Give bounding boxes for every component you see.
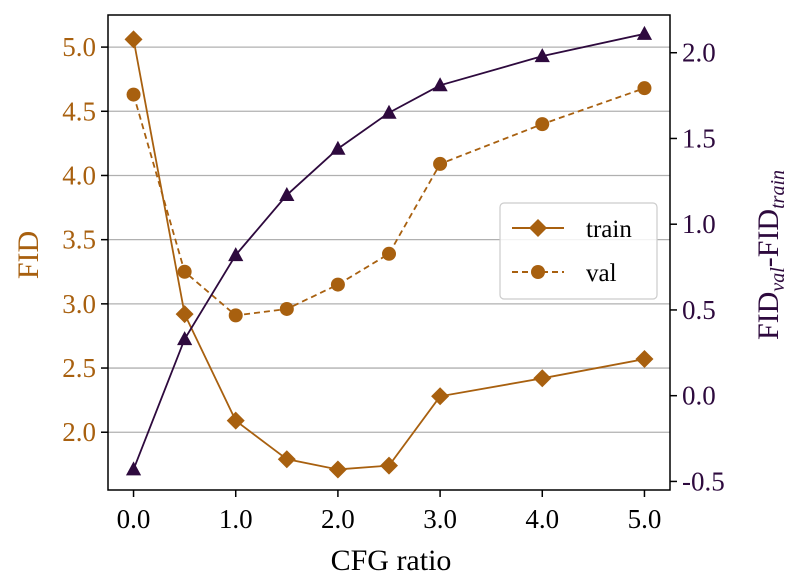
left-tick-label: 4.5 <box>62 96 96 126</box>
right-tick-label: 2.0 <box>682 38 716 68</box>
legend-marker-train <box>529 219 547 237</box>
series-layer <box>124 25 654 479</box>
data-point-difference <box>432 77 448 92</box>
left-tick-label: 3.5 <box>62 225 96 255</box>
right-tick-label: 1.5 <box>682 123 716 153</box>
data-point-difference <box>177 331 193 346</box>
data-point-val <box>228 308 243 323</box>
data-point-train <box>226 411 245 430</box>
right-label-main: FID <box>752 292 785 340</box>
left-tick-label: 4.0 <box>62 160 96 190</box>
left-tick-label: 5.0 <box>62 32 96 62</box>
right-y-axis-label: FIDval-FIDtrain <box>752 170 789 340</box>
right-label-sub-train: train <box>767 170 789 209</box>
left-tick-label: 2.5 <box>62 353 96 383</box>
plot-frame <box>107 14 671 491</box>
data-point-difference <box>636 25 653 40</box>
left-y-axis-label: FID <box>12 231 45 279</box>
data-point-difference <box>125 461 142 476</box>
legend-label-val: val <box>586 260 617 287</box>
data-point-val <box>177 264 192 279</box>
data-point-train <box>380 456 398 475</box>
data-point-val <box>535 117 550 132</box>
data-point-val <box>330 277 345 292</box>
data-point-train <box>175 305 194 324</box>
right-tick-label: -0.5 <box>682 466 725 496</box>
data-point-difference <box>279 187 295 202</box>
legend-box <box>499 202 658 300</box>
data-point-val <box>382 246 396 261</box>
right-tick-label: 0.5 <box>682 295 716 325</box>
data-point-val <box>433 156 448 171</box>
right-tick-label: 0.0 <box>682 381 716 411</box>
data-point-train <box>277 450 296 469</box>
legend: train val <box>499 202 658 300</box>
data-point-train <box>124 30 143 49</box>
data-point-val <box>279 301 294 316</box>
data-point-difference <box>228 247 244 262</box>
data-point-train <box>328 460 347 479</box>
data-point-difference <box>381 104 397 119</box>
data-point-difference <box>534 48 550 63</box>
axes: 2.0 2.5 3.0 3.5 4.0 4.5 5.0 -0.5 0.0 0.5 1.0 1.5 2.0… <box>62 32 725 534</box>
left-tick-label: 3.0 <box>62 289 96 319</box>
data-point-difference <box>330 140 346 155</box>
x-tick-label: 3.0 <box>423 504 457 534</box>
right-label-mid: -FID <box>752 209 785 267</box>
data-point-train <box>635 350 654 369</box>
x-tick-label: 2.0 <box>321 504 355 534</box>
x-tick-label: 0.0 <box>117 504 151 534</box>
left-tick-label: 2.0 <box>62 417 96 447</box>
x-tick-label: 4.0 <box>525 504 559 534</box>
data-point-val <box>637 81 652 96</box>
legend-marker-val <box>531 265 545 279</box>
x-tick-label: 5.0 <box>628 504 662 534</box>
series-line-val <box>132 87 645 317</box>
x-axis-label: CFG ratio <box>331 544 452 577</box>
legend-label-train: train <box>586 216 632 243</box>
right-tick-label: 1.0 <box>682 209 716 239</box>
right-label-sub-val: val <box>767 267 789 292</box>
data-point-train <box>533 369 552 388</box>
x-tick-label: 1.0 <box>219 504 253 534</box>
data-point-train <box>431 387 450 406</box>
data-point-val <box>126 87 141 102</box>
